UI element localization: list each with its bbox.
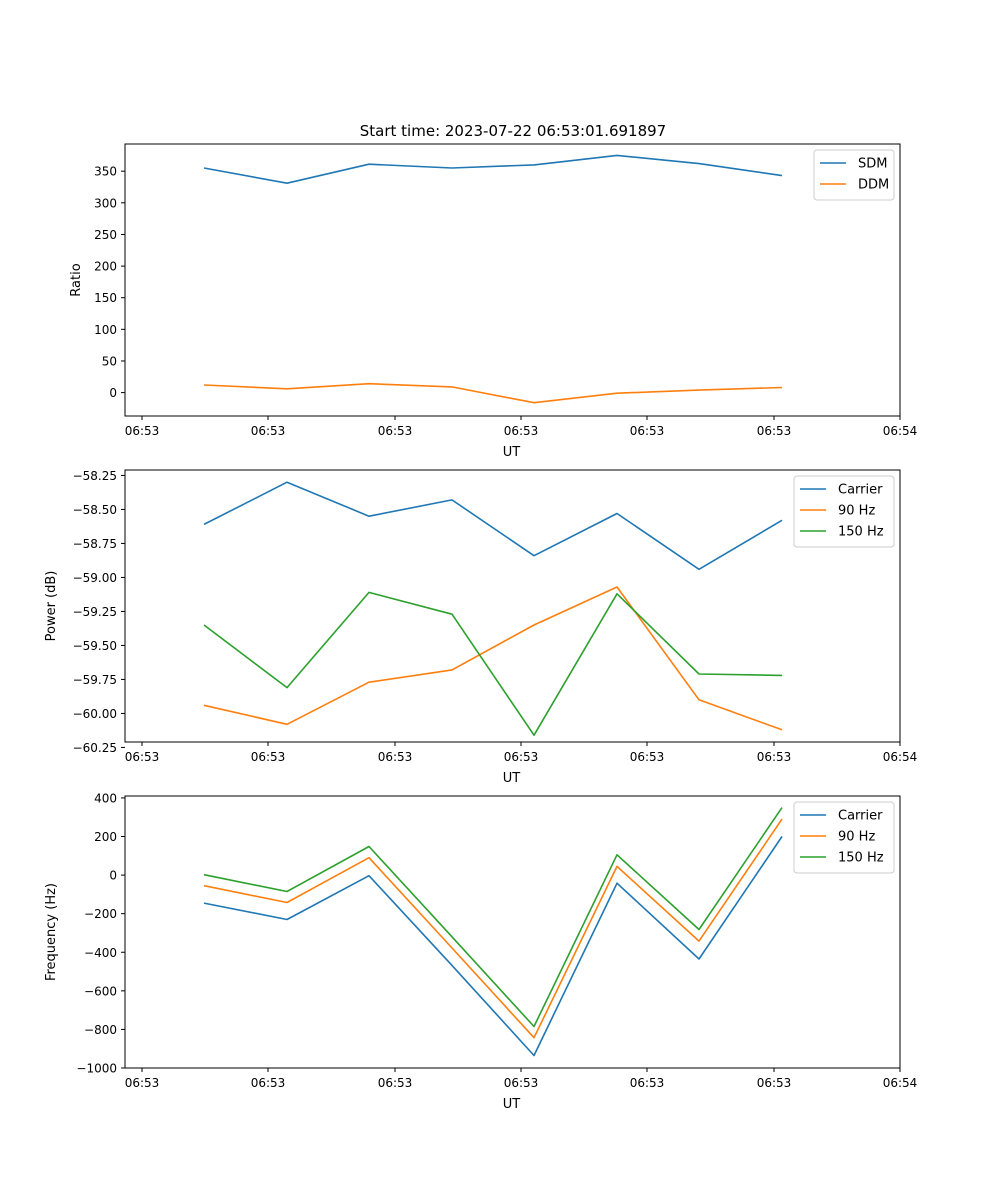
y-tick-label: 0 <box>109 386 117 400</box>
y-tick-label: 50 <box>102 354 117 368</box>
y-tick-label: −1000 <box>76 1062 117 1076</box>
x-tick-label: 06:53 <box>125 1076 160 1090</box>
y-tick-label: −59.50 <box>73 639 117 653</box>
x-axis-label: UT <box>503 1097 521 1112</box>
x-tick-label: 06:53 <box>504 424 539 438</box>
series-line-ddm <box>203 382 783 404</box>
y-tick-label: 0 <box>109 869 117 883</box>
series-line-sdm <box>203 154 783 184</box>
subplot-1: 06:53 06:53 06:53 06:53 06:53 06:53 06:54 0 50 10… <box>69 143 918 460</box>
legend-label: 150 Hz <box>838 525 884 540</box>
y-tick-label: −60.00 <box>73 707 117 721</box>
series-line-90-hz <box>203 586 783 731</box>
y-tick-label: −58.25 <box>73 469 117 483</box>
x-tick-label: 06:53 <box>378 750 413 764</box>
x-tick-label: 06:53 <box>251 1076 286 1090</box>
legend-box <box>793 475 895 548</box>
y-tick-label: 150 <box>94 291 117 305</box>
series-line-150-hz <box>203 591 783 737</box>
x-tick-label: 06:53 <box>504 750 539 764</box>
series-line-90-hz <box>203 818 783 1039</box>
legend-box <box>793 801 895 874</box>
x-tick-label: 06:53 <box>757 750 792 764</box>
y-tick-label: −600 <box>84 984 117 998</box>
legend: Carrier 90 Hz 150 Hz <box>793 801 895 874</box>
x-tick-label: 06:54 <box>883 424 918 438</box>
y-axis-label: Power (dB) <box>44 571 59 642</box>
y-tick-label: −58.75 <box>73 537 117 551</box>
y-tick-label: −60.25 <box>73 741 117 755</box>
x-tick-label: 06:53 <box>251 750 286 764</box>
axes-frame <box>124 795 901 1069</box>
x-tick-label: 06:53 <box>630 424 665 438</box>
legend: Carrier 90 Hz 150 Hz <box>793 475 895 548</box>
legend: SDM DDM <box>813 149 895 201</box>
subplots: 06:53 06:53 06:53 06:53 06:53 06:53 06:54 0 50 10… <box>44 143 918 1112</box>
x-axis-label: UT <box>503 445 521 460</box>
series-line-150-hz <box>203 807 783 1028</box>
y-axis-label: Frequency (Hz) <box>44 883 59 981</box>
x-axis-label: UT <box>503 771 521 786</box>
x-tick-label: 06:54 <box>883 750 918 764</box>
x-tick-label: 06:53 <box>630 750 665 764</box>
x-tick-label: 06:53 <box>378 424 413 438</box>
x-tick-label: 06:53 <box>757 424 792 438</box>
y-axis-label: Ratio <box>69 263 84 296</box>
y-tick-label: 200 <box>94 830 117 844</box>
legend-label: 150 Hz <box>838 851 884 866</box>
series-line-carrier <box>203 481 783 571</box>
legend-label: DDM <box>858 178 889 193</box>
y-tick-label: −59.75 <box>73 673 117 687</box>
y-tick-label: −200 <box>84 907 117 921</box>
y-tick-label: 250 <box>94 228 117 242</box>
x-tick-label: 06:53 <box>630 1076 665 1090</box>
subplot-2: 06:53 06:53 06:53 06:53 06:53 06:53 06:54 −58.2… <box>44 469 917 786</box>
y-tick-label: 100 <box>94 323 117 337</box>
legend-label: 90 Hz <box>838 504 875 519</box>
y-tick-label: −400 <box>84 946 117 960</box>
x-tick-label: 06:54 <box>883 1076 918 1090</box>
legend-label: 90 Hz <box>838 830 875 845</box>
x-tick-label: 06:53 <box>125 424 160 438</box>
y-tick-label: −59.25 <box>73 605 117 619</box>
y-tick-label: −800 <box>84 1023 117 1037</box>
y-tick-label: 200 <box>94 260 117 274</box>
legend-label: SDM <box>858 157 887 172</box>
axes-frame <box>124 143 901 417</box>
y-tick-label: −59.00 <box>73 571 117 585</box>
figure-title: Start time: 2023-07-22 06:53:01.691897 <box>360 122 666 140</box>
x-tick-label: 06:53 <box>757 1076 792 1090</box>
x-tick-label: 06:53 <box>251 424 286 438</box>
y-tick-label: −58.50 <box>73 503 117 517</box>
x-tick-label: 06:53 <box>378 1076 413 1090</box>
x-tick-label: 06:53 <box>504 1076 539 1090</box>
y-tick-label: 350 <box>94 165 117 179</box>
legend-label: Carrier <box>838 483 883 498</box>
legend-label: Carrier <box>838 809 883 824</box>
axes-frame <box>124 469 901 743</box>
x-tick-label: 06:53 <box>125 750 160 764</box>
series-line-carrier <box>203 836 783 1057</box>
y-tick-label: 400 <box>94 791 117 805</box>
subplot-3: 06:53 06:53 06:53 06:53 06:53 06:53 06:54 400 20… <box>44 791 917 1112</box>
y-tick-label: 300 <box>94 196 117 210</box>
